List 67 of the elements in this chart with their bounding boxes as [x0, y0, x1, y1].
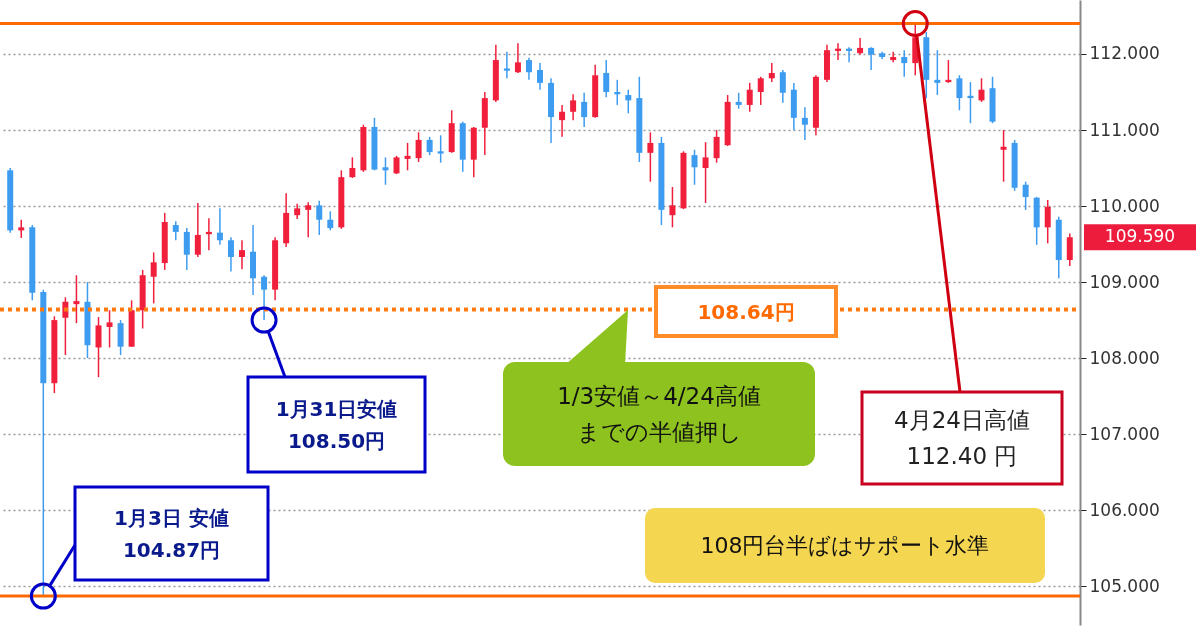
candlestick: [559, 104, 566, 138]
candlestick: [1000, 129, 1007, 183]
candlestick: [603, 59, 610, 99]
y-tick-label: 110.000: [1089, 195, 1160, 216]
candlestick: [768, 62, 775, 83]
candlestick: [393, 155, 400, 175]
y-tick-label: 106.000: [1089, 499, 1160, 520]
annotation: 108円台半ばはサポート水準: [700, 533, 990, 558]
candlestick: [956, 74, 963, 111]
candlestick: [857, 37, 864, 56]
candlestick: [581, 92, 588, 128]
candlestick: [570, 93, 577, 121]
y-tick-label: 112.000: [1089, 43, 1160, 64]
candlestick: [801, 106, 808, 141]
y-tick-label: 107.000: [1089, 423, 1160, 444]
candlestick: [503, 50, 510, 80]
candlestick: [95, 316, 102, 378]
candlestick: [779, 69, 786, 104]
candlestick: [746, 82, 753, 113]
candlestick: [713, 129, 720, 164]
candlestick: [934, 49, 941, 96]
y-tick-label: 105.000: [1089, 575, 1160, 596]
candlestick: [702, 141, 709, 204]
candlestick: [1066, 232, 1073, 267]
candlestick: [18, 218, 25, 239]
candlestick: [227, 236, 234, 273]
candlestick: [1044, 199, 1051, 245]
candlestick: [415, 131, 422, 163]
candlestick: [183, 227, 190, 271]
candlestick: [625, 88, 632, 115]
candlestick: [537, 62, 543, 91]
y-tick-label: 111.000: [1089, 119, 1160, 140]
candlestick: [238, 239, 245, 270]
candlestick: [194, 202, 201, 258]
candlestick: [216, 207, 223, 246]
candlestick: [117, 319, 124, 356]
y-tick-label: 108.000: [1089, 347, 1160, 368]
candlestick: [426, 136, 433, 156]
candlestick: [691, 149, 698, 186]
candlestick: [382, 156, 389, 186]
candlestick: [978, 77, 985, 103]
ref-line-label: 108.64円: [697, 299, 795, 324]
candlestick: [172, 220, 179, 242]
candlestick: [437, 134, 444, 164]
candlestick: [757, 76, 764, 106]
candlestick: [73, 274, 80, 324]
candlestick: [305, 201, 312, 238]
y-tick-label: 109.000: [1089, 271, 1160, 292]
candlestick: [404, 142, 411, 172]
annotation: 1/3安値～4/24高値までの半値押し: [557, 382, 761, 446]
candlestick: [316, 199, 323, 236]
candlestick: [106, 309, 113, 349]
annotation: 1月3日 安値 104.87円: [114, 505, 229, 562]
candlestick: [901, 49, 908, 78]
candlestick: [1022, 180, 1029, 211]
annotation: 4月24日高値 112.40 円: [894, 406, 1030, 470]
candlestick: [669, 186, 676, 229]
candlestick: [327, 210, 334, 232]
text: 109.590: [1104, 226, 1176, 247]
candlestick: [647, 131, 654, 183]
candlestick: [514, 42, 521, 74]
candlestick: [349, 156, 356, 179]
candlestick: [868, 46, 875, 71]
candlestick: [150, 251, 157, 305]
candlestick: [525, 57, 532, 81]
candlestick: [261, 274, 268, 321]
annotation: 1月31日安値 108.50円: [275, 396, 398, 453]
